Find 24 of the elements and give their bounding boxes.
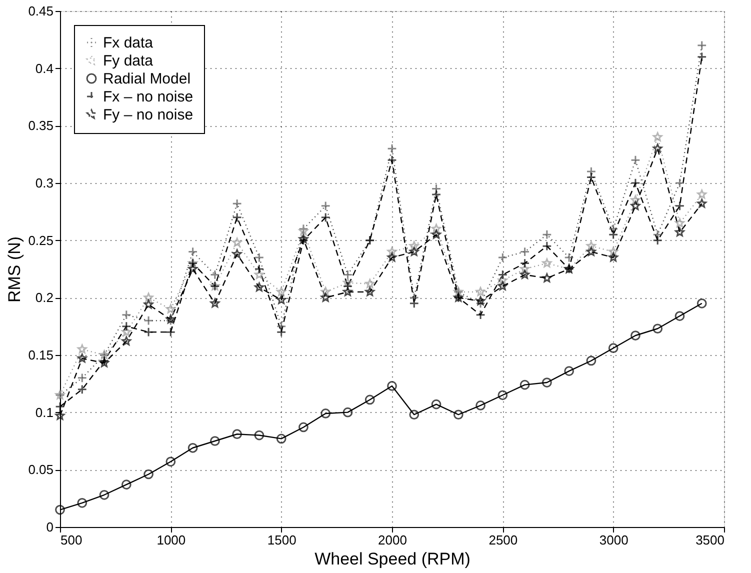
x-axis-title: Wheel Speed (RPM) xyxy=(314,550,470,568)
y-tick-label: 0.35 xyxy=(28,118,54,134)
legend-label: Fx – no noise xyxy=(103,88,194,106)
legend-label: Radial Model xyxy=(103,70,191,88)
x-tick-label: 1500 xyxy=(267,532,296,548)
legend-label: Fx data xyxy=(103,34,154,52)
x-tick-label: 500 xyxy=(60,532,82,548)
y-tick-label: 0.15 xyxy=(28,348,54,362)
y-axis-title: RMS (N) xyxy=(5,236,24,303)
y-tick-label: 0.4 xyxy=(35,60,54,76)
x-tick-label: 1000 xyxy=(156,532,186,548)
x-tick-label: 3000 xyxy=(599,532,628,548)
y-tick-label: 0.2 xyxy=(35,290,54,306)
x-tick-label: 2000 xyxy=(378,532,407,548)
y-tick-label: 0.25 xyxy=(28,232,54,248)
y-tick-label: 0.1 xyxy=(35,404,54,420)
x-tick-label: 2500 xyxy=(488,532,518,548)
y-tick-label: 0.3 xyxy=(35,176,54,190)
y-tick-label: 0.05 xyxy=(28,462,54,478)
y-tick-label: 0 xyxy=(46,520,54,534)
y-tick-label: 0.45 xyxy=(28,4,54,18)
x-tick-label: 3500 xyxy=(696,532,724,548)
legend-label: Fy data xyxy=(103,52,154,70)
legend-label: Fy – no noise xyxy=(103,106,194,124)
